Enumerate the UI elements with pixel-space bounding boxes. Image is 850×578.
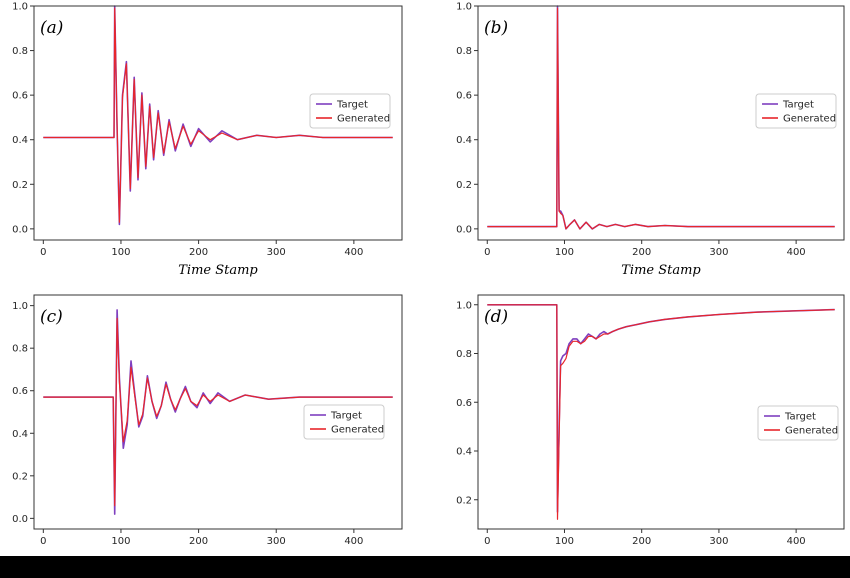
x-tick-label: 400 xyxy=(344,247,363,258)
y-tick-label: 0.6 xyxy=(456,398,472,409)
y-tick-label: 1.0 xyxy=(456,300,472,311)
axes-frame xyxy=(33,5,403,241)
y-tick-label: 0.4 xyxy=(456,135,472,146)
legend: Target Generated xyxy=(309,93,391,129)
y-tick-label: 0.2 xyxy=(12,180,28,191)
y-tick-label: 0.0 xyxy=(456,224,472,235)
axes-frame xyxy=(477,294,845,530)
x-tick-label: 400 xyxy=(344,536,363,547)
chart-panel-b: 0 100 200 300 400 0.0 0.2 0.4 0.6 0.8 1.0 (b) Time S… xyxy=(456,2,845,278)
x-axis-label: Time Stamp xyxy=(178,263,258,278)
y-tick-label: 1.0 xyxy=(12,301,28,312)
x-tick-label: 300 xyxy=(267,247,286,258)
x-tick-label: 100 xyxy=(555,536,574,547)
y-tick-label: 0.4 xyxy=(12,135,28,146)
legend-box xyxy=(755,93,837,129)
x-tick-label: 0 xyxy=(484,536,490,547)
legend-label-generated: Generated xyxy=(337,114,390,125)
y-tick-label: 0.0 xyxy=(12,224,28,235)
y-tick-label: 0.8 xyxy=(12,344,28,355)
y-tick-label: 0.8 xyxy=(12,46,28,57)
x-tick-label: 0 xyxy=(40,247,46,258)
legend-box xyxy=(757,405,839,441)
chart-panel-d: 0 100 200 300 400 0.2 0.4 0.6 0.8 1.0 (d) Target Gen… xyxy=(456,294,845,547)
axes-frame xyxy=(33,294,403,530)
x-tick-label: 200 xyxy=(632,247,651,258)
y-tick-label: 0.4 xyxy=(12,429,28,440)
x-tick-label: 300 xyxy=(709,247,728,258)
y-tick-label: 0.8 xyxy=(456,349,472,360)
bottom-bar xyxy=(0,556,850,578)
x-tick-label: 300 xyxy=(709,536,728,547)
x-tick-label: 100 xyxy=(111,536,130,547)
y-tick-label: 0.2 xyxy=(456,180,472,191)
legend-label-generated: Generated xyxy=(331,425,384,436)
x-tick-label: 200 xyxy=(189,247,208,258)
legend-label-target: Target xyxy=(782,100,814,111)
series-line-generated xyxy=(487,304,835,520)
chart-panel-c: 0 100 200 300 400 0.0 0.2 0.4 0.6 0.8 1.0 (c) Target… xyxy=(12,294,403,547)
y-tick-label: 0.8 xyxy=(456,46,472,57)
legend-label-target: Target xyxy=(784,412,816,423)
y-tick-label: 0.6 xyxy=(12,386,28,397)
legend: Target Generated xyxy=(755,93,837,129)
y-tick-label: 1.0 xyxy=(456,2,472,13)
x-tick-label: 300 xyxy=(267,536,286,547)
axes-frame xyxy=(477,5,845,241)
x-tick-label: 0 xyxy=(40,536,46,547)
x-tick-label: 100 xyxy=(111,247,130,258)
panel-label: (a) xyxy=(40,18,63,38)
chart-panel-a: 0 100 200 300 400 0.0 0.2 0.4 0.6 0.8 1.0 (a) Time S… xyxy=(12,2,403,278)
x-tick-label: 200 xyxy=(632,536,651,547)
y-tick-label: 0.2 xyxy=(456,495,472,506)
x-tick-label: 0 xyxy=(484,247,490,258)
legend: Target Generated xyxy=(303,404,385,440)
x-tick-label: 400 xyxy=(787,536,806,547)
series-line-generated xyxy=(43,317,393,507)
series-line-generated xyxy=(487,7,835,230)
legend-label-target: Target xyxy=(336,100,368,111)
y-tick-label: 1.0 xyxy=(12,2,28,13)
x-tick-label: 200 xyxy=(189,536,208,547)
x-tick-label: 400 xyxy=(787,247,806,258)
legend-box xyxy=(309,93,391,129)
y-tick-label: 0.2 xyxy=(12,471,28,482)
panel-label: (d) xyxy=(484,307,508,327)
y-tick-label: 0.0 xyxy=(12,514,28,525)
legend-box xyxy=(303,404,385,440)
y-tick-label: 0.6 xyxy=(12,91,28,102)
legend: Target Generated xyxy=(757,405,839,441)
y-tick-label: 0.6 xyxy=(456,91,472,102)
panel-label: (b) xyxy=(484,18,508,38)
x-axis-label: Time Stamp xyxy=(621,263,701,278)
legend-label-generated: Generated xyxy=(785,426,838,437)
series-line-generated xyxy=(43,7,393,223)
legend-label-target: Target xyxy=(330,411,362,422)
legend-label-generated: Generated xyxy=(783,114,836,125)
panel-label: (c) xyxy=(40,307,63,327)
y-tick-label: 0.4 xyxy=(456,447,472,458)
x-tick-label: 100 xyxy=(555,247,574,258)
